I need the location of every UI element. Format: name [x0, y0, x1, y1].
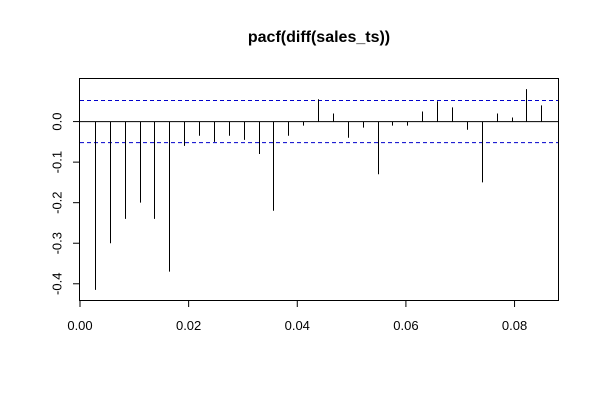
- x-tick-label: 0.02: [176, 318, 201, 333]
- y-tick-label: -0.4: [49, 273, 64, 295]
- pacf-bars: [95, 89, 542, 290]
- y-tick-label: -0.1: [49, 151, 64, 173]
- y-tick-label: 0.0: [49, 113, 64, 131]
- y-tick-label: -0.3: [49, 232, 64, 254]
- x-axis: 0.00 0.02 0.04 0.06 0.08: [67, 300, 527, 333]
- y-tick-label: -0.2: [49, 191, 64, 213]
- x-tick-label: 0.08: [502, 318, 527, 333]
- x-tick-label: 0.06: [393, 318, 418, 333]
- chart-title: pacf(diff(sales_ts)): [248, 29, 390, 46]
- y-axis: -0.4 -0.3 -0.2 -0.1 0.0: [49, 113, 80, 295]
- x-tick-label: 0.04: [285, 318, 310, 333]
- x-tick-label: 0.00: [67, 318, 92, 333]
